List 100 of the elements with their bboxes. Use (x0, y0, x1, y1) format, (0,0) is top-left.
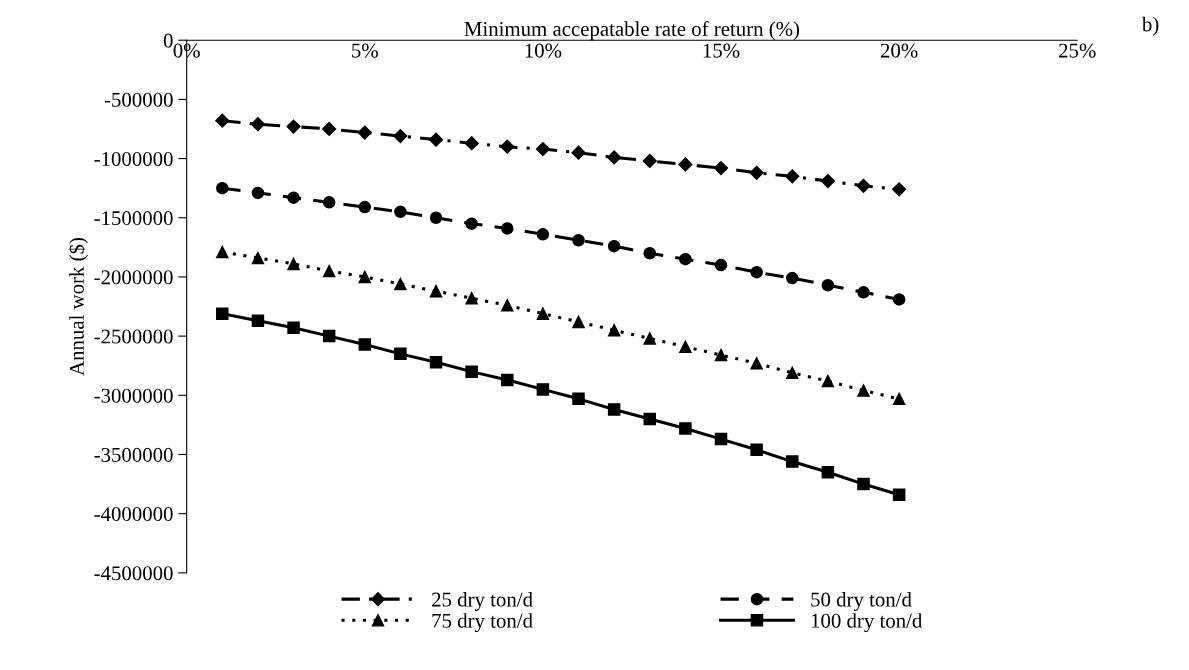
point (501, 222, 514, 235)
point (464, 136, 479, 151)
y-tick-label: -4500000 (94, 566, 173, 581)
point (251, 314, 265, 327)
point (749, 165, 764, 180)
point (393, 128, 408, 144)
point (251, 186, 265, 200)
point (216, 245, 229, 259)
point (679, 422, 692, 435)
point (750, 357, 763, 370)
point (892, 182, 907, 197)
point (429, 211, 443, 225)
point (322, 196, 336, 209)
point (714, 432, 728, 446)
point (429, 355, 443, 369)
point (287, 321, 300, 335)
point (607, 239, 621, 253)
point (358, 270, 372, 284)
point (322, 329, 336, 343)
point (536, 307, 550, 320)
point (714, 348, 728, 362)
point (500, 139, 515, 154)
y-tick-label: -2000000 (94, 270, 173, 285)
point (572, 233, 585, 247)
point (394, 347, 407, 361)
point (643, 412, 657, 426)
x-tick-label: 20% (880, 43, 918, 58)
y-tick-label: -4000000 (94, 507, 173, 522)
y-tick-label: -3000000 (94, 388, 173, 403)
point (786, 366, 799, 380)
x-tick-label: 5% (352, 43, 378, 58)
y-tick-label: -2500000 (94, 329, 173, 344)
point (892, 392, 906, 406)
point (857, 477, 870, 491)
point (679, 340, 692, 354)
point (750, 265, 763, 279)
point (322, 264, 336, 278)
point (713, 160, 729, 176)
point (678, 157, 693, 172)
point (216, 181, 229, 195)
point (501, 299, 514, 312)
point (679, 252, 692, 266)
legend-label: 50 dry ton/d (811, 591, 912, 611)
point (215, 113, 230, 128)
text: b) (1141, 16, 1159, 36)
point (286, 119, 301, 134)
x-tick-label: 10% (525, 43, 562, 58)
y-tick-label: -1000000 (94, 151, 173, 166)
point (857, 286, 870, 299)
point (465, 217, 478, 230)
point (429, 284, 443, 298)
point (536, 383, 550, 396)
y-tick-label: 0 (163, 33, 173, 48)
point (607, 403, 621, 416)
point (465, 365, 478, 378)
legend-label: 25 dry ton/d (432, 591, 533, 611)
point (536, 228, 550, 241)
point (892, 293, 906, 306)
point (287, 257, 300, 271)
x-tick-label: 15% (703, 43, 740, 58)
point (287, 191, 300, 204)
point (465, 291, 478, 305)
point (358, 338, 372, 351)
point (714, 258, 728, 272)
point (571, 145, 586, 160)
point (358, 200, 372, 214)
y-axis-title: Annual work ($) (68, 238, 89, 376)
point (607, 323, 621, 337)
y-tick-label: -3500000 (94, 447, 173, 462)
point (643, 332, 657, 345)
x-tick-label: 25% (1059, 43, 1096, 58)
point (428, 132, 444, 147)
point (750, 443, 763, 456)
point (820, 173, 835, 189)
point (251, 251, 265, 265)
point (322, 121, 337, 137)
point (821, 278, 835, 292)
point (821, 465, 835, 479)
point (572, 315, 585, 329)
legend-label: 100 dry ton/d (811, 613, 923, 633)
legend-label: 75 dry ton/d (432, 613, 533, 633)
point (821, 374, 835, 388)
point (642, 153, 657, 169)
point (607, 150, 622, 165)
point (216, 307, 229, 320)
point (856, 178, 871, 193)
x-axis-title: Minimum accepatable rate of return (%) (464, 21, 800, 41)
point (535, 142, 550, 157)
y-tick-label: -500000 (104, 92, 173, 107)
point (394, 277, 407, 291)
point (250, 117, 265, 132)
point (857, 384, 870, 397)
point (643, 247, 657, 260)
y-tick-label: -1500000 (94, 211, 173, 226)
point (572, 392, 585, 406)
point (501, 373, 514, 387)
point (786, 271, 799, 285)
point (394, 205, 407, 219)
point (785, 169, 800, 184)
point (786, 455, 799, 468)
